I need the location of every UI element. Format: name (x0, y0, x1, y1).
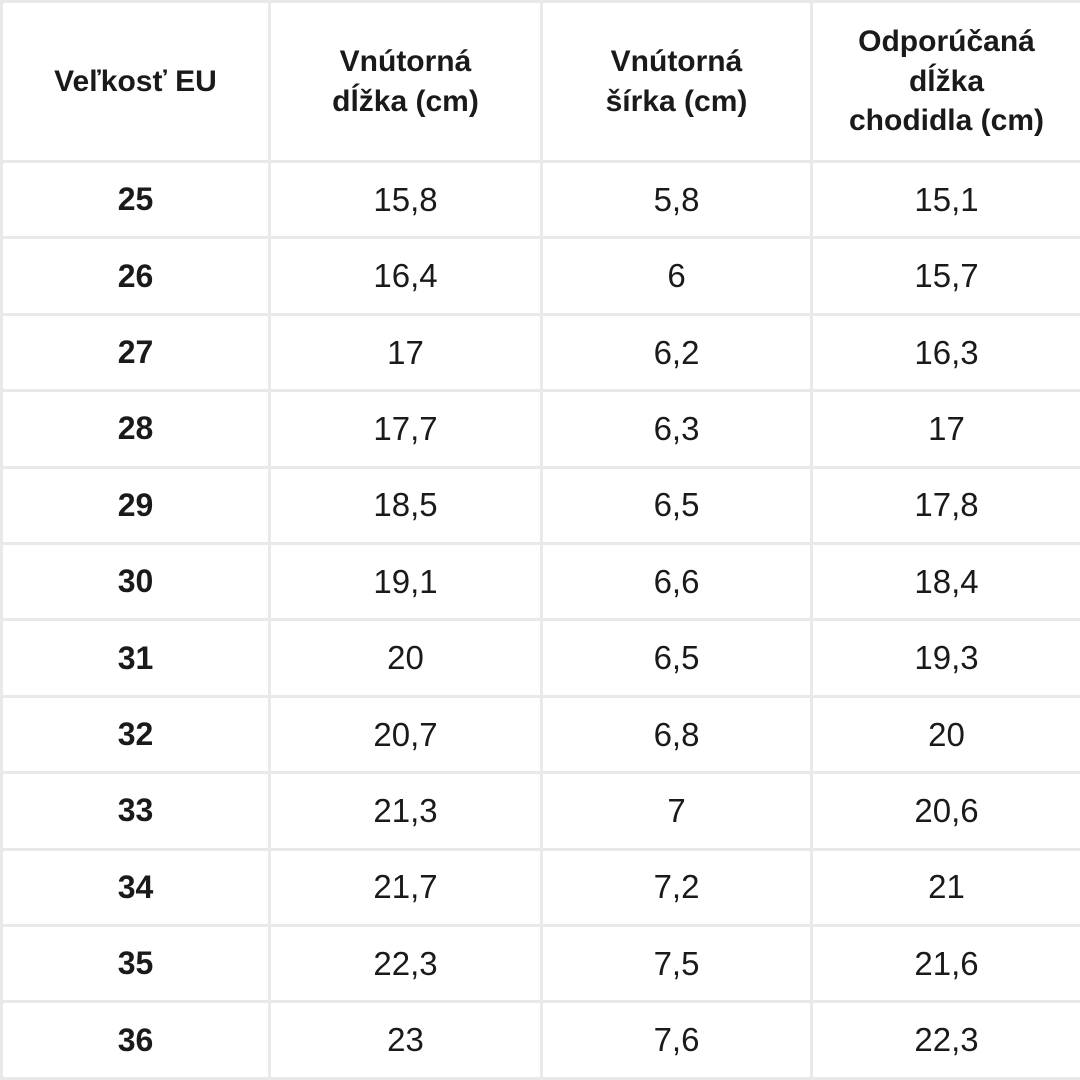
value-cell: 19,3 (810, 618, 1080, 698)
table-row: 34 21,7 7,2 21 (0, 847, 1080, 928)
table-row: 33 21,3 7 20,6 (0, 771, 1080, 851)
table-row: 25 15,8 5,8 15,1 (0, 159, 1080, 240)
value-cell: 19,1 (268, 542, 543, 622)
value-cell: 6,8 (540, 694, 813, 775)
table-row: 27 17 6,2 16,3 (0, 312, 1080, 393)
size-cell: 29 (0, 465, 271, 546)
size-cell: 32 (0, 694, 271, 775)
value-cell: 6,2 (540, 312, 813, 393)
size-cell: 31 (0, 618, 271, 698)
value-cell: 7,6 (540, 1000, 813, 1080)
table-row: 31 20 6,5 19,3 (0, 618, 1080, 698)
table-row: 32 20,7 6,8 20 (0, 694, 1080, 775)
size-cell: 27 (0, 312, 271, 393)
value-cell: 22,3 (810, 1000, 1080, 1080)
value-cell: 7 (540, 771, 813, 851)
value-cell: 20 (268, 618, 543, 698)
size-cell: 36 (0, 1000, 271, 1080)
value-cell: 21,6 (810, 924, 1080, 1004)
value-cell: 20 (810, 694, 1080, 775)
value-cell: 6,5 (540, 465, 813, 546)
value-cell: 17,7 (268, 389, 543, 469)
size-cell: 34 (0, 847, 271, 928)
value-cell: 17 (268, 312, 543, 393)
value-cell: 15,7 (810, 236, 1080, 316)
value-cell: 16,3 (810, 312, 1080, 393)
table-row: 29 18,5 6,5 17,8 (0, 465, 1080, 546)
value-cell: 16,4 (268, 236, 543, 316)
value-cell: 15,8 (268, 159, 543, 240)
value-cell: 6,3 (540, 389, 813, 469)
column-header-recommended-foot-length: Odporúčaná dĺžka chodidla (cm) (810, 0, 1080, 163)
value-cell: 22,3 (268, 924, 543, 1004)
value-cell: 21,7 (268, 847, 543, 928)
value-cell: 18,5 (268, 465, 543, 546)
header-row: Veľkosť EU Vnútorná dĺžka (cm) Vnútorná … (0, 0, 1080, 163)
value-cell: 21,3 (268, 771, 543, 851)
value-cell: 18,4 (810, 542, 1080, 622)
table-row: 35 22,3 7,5 21,6 (0, 924, 1080, 1004)
table-row: 30 19,1 6,6 18,4 (0, 542, 1080, 622)
value-cell: 6,6 (540, 542, 813, 622)
size-cell: 28 (0, 389, 271, 469)
column-header-inner-width: Vnútorná šírka (cm) (540, 0, 813, 163)
size-cell: 26 (0, 236, 271, 316)
table-row: 26 16,4 6 15,7 (0, 236, 1080, 316)
size-cell: 33 (0, 771, 271, 851)
value-cell: 7,2 (540, 847, 813, 928)
value-cell: 17,8 (810, 465, 1080, 546)
value-cell: 17 (810, 389, 1080, 469)
value-cell: 6,5 (540, 618, 813, 698)
value-cell: 20,6 (810, 771, 1080, 851)
value-cell: 23 (268, 1000, 543, 1080)
table-row: 28 17,7 6,3 17 (0, 389, 1080, 469)
size-cell: 25 (0, 159, 271, 240)
table-header: Veľkosť EU Vnútorná dĺžka (cm) Vnútorná … (0, 0, 1080, 163)
value-cell: 20,7 (268, 694, 543, 775)
value-cell: 21 (810, 847, 1080, 928)
value-cell: 7,5 (540, 924, 813, 1004)
table-body: 25 15,8 5,8 15,1 26 16,4 6 15,7 27 17 6,2 16,3 28 17,… (0, 159, 1080, 1080)
size-cell: 30 (0, 542, 271, 622)
size-cell: 35 (0, 924, 271, 1004)
column-header-size-eu: Veľkosť EU (0, 0, 271, 163)
value-cell: 6 (540, 236, 813, 316)
value-cell: 15,1 (810, 159, 1080, 240)
column-header-inner-length: Vnútorná dĺžka (cm) (268, 0, 543, 163)
value-cell: 5,8 (540, 159, 813, 240)
table-row: 36 23 7,6 22,3 (0, 1000, 1080, 1080)
